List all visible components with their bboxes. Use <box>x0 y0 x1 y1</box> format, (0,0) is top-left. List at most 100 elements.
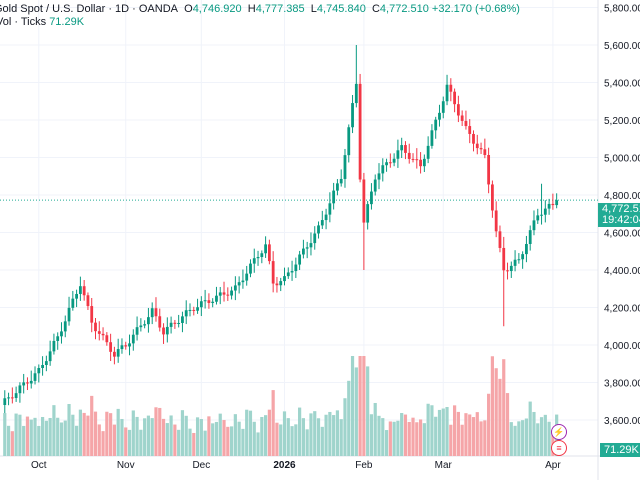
candle-body <box>317 225 320 234</box>
candle-body <box>298 254 302 265</box>
candle-body <box>260 253 264 258</box>
candle-body <box>385 162 388 166</box>
us-flag-event-icon[interactable]: ≡ <box>551 440 567 456</box>
candle-body <box>3 398 7 405</box>
volume-bar <box>298 407 302 456</box>
volume-bar <box>71 414 75 456</box>
volume-bar <box>498 378 502 456</box>
candle-body <box>237 282 241 286</box>
candle-body <box>422 158 426 167</box>
candle-body <box>14 393 18 398</box>
volume-bar <box>362 356 366 456</box>
volume-bar <box>25 416 30 456</box>
candle-body <box>147 317 150 325</box>
candle-body <box>128 343 131 347</box>
volume-bar <box>339 419 343 456</box>
candle-body <box>52 340 56 352</box>
volume-bar <box>350 356 355 456</box>
volume-bar <box>195 417 200 456</box>
candle-body <box>82 286 86 296</box>
candle-body <box>211 301 215 303</box>
candle-body <box>267 244 271 262</box>
y-tick-label: 3,800.000 <box>604 379 640 390</box>
volume-bar <box>124 427 128 456</box>
candle-body <box>162 327 165 335</box>
candle-body <box>264 244 267 254</box>
candle-body <box>498 231 502 248</box>
volume-bar <box>245 409 249 456</box>
x-tick-label: Mar <box>435 460 453 471</box>
candle-body <box>324 214 328 221</box>
candle-body <box>441 101 445 113</box>
candle-body <box>22 382 26 386</box>
volume-bar <box>471 417 476 456</box>
volume-bar <box>86 415 90 456</box>
volume-bar <box>18 414 22 456</box>
candle-body <box>415 159 419 161</box>
volume-bar <box>59 422 64 456</box>
low-value: 4,745.840 <box>316 3 366 15</box>
volume-bar <box>161 418 166 456</box>
volume-bar <box>407 421 411 456</box>
volume-bar <box>22 425 26 456</box>
candle-body <box>63 321 67 332</box>
candle-body <box>543 208 547 215</box>
volume-bar <box>264 415 268 456</box>
volume-bar <box>78 409 82 456</box>
volume-bar <box>369 414 374 456</box>
candle-body <box>29 380 33 384</box>
volume-bar <box>445 407 449 456</box>
candle-body <box>18 385 22 394</box>
candle-body <box>135 327 139 335</box>
volume-bar <box>131 410 135 456</box>
y-tick-label: 4,200.000 <box>604 304 640 315</box>
volume-bar <box>33 417 37 456</box>
candle-body <box>26 382 29 384</box>
candle-body <box>483 149 487 156</box>
candle-body <box>192 309 196 311</box>
candle-body <box>154 308 158 317</box>
volume-bar <box>52 405 56 456</box>
volume-bar <box>165 423 169 456</box>
candle-body <box>506 270 509 272</box>
volume-bar <box>286 418 290 456</box>
candle-body <box>400 145 404 151</box>
volume-bar <box>400 413 404 456</box>
volume-bar <box>449 424 453 456</box>
y-tick-label: 3,600.000 <box>604 416 640 427</box>
candle-body <box>525 243 528 255</box>
volume-bar <box>226 426 230 456</box>
x-tick-label: Dec <box>192 460 210 471</box>
volume-bar <box>543 414 547 456</box>
candle-body <box>294 264 298 272</box>
lightning-event-icon[interactable]: ⚡ <box>551 424 567 440</box>
candle-body <box>434 119 438 131</box>
candle-body <box>438 112 441 120</box>
volume-bar <box>184 415 188 456</box>
volume-bar <box>214 421 219 456</box>
candle-body <box>271 261 275 284</box>
candle-body <box>131 334 135 344</box>
volume-bar <box>366 366 370 456</box>
candle-body <box>521 254 525 260</box>
volume-bar <box>97 424 101 456</box>
candle-body <box>230 290 233 296</box>
candle-body <box>536 215 540 221</box>
volume-bar <box>403 414 408 456</box>
candle-body <box>302 248 305 255</box>
candle-body <box>203 300 207 302</box>
candle-body <box>275 283 279 286</box>
open-value: 4,746.920 <box>192 3 242 15</box>
x-tick-label: Feb <box>355 460 373 471</box>
candle-body <box>105 335 109 343</box>
candle-body <box>411 158 415 160</box>
volume-bar <box>267 409 271 456</box>
volume-bar <box>101 431 105 456</box>
volume-bar <box>173 424 177 456</box>
candle-body <box>555 200 559 206</box>
volume-bar <box>256 432 260 456</box>
volume-bar <box>229 426 234 456</box>
candle-body <box>158 316 162 328</box>
volume-bar <box>112 424 116 456</box>
